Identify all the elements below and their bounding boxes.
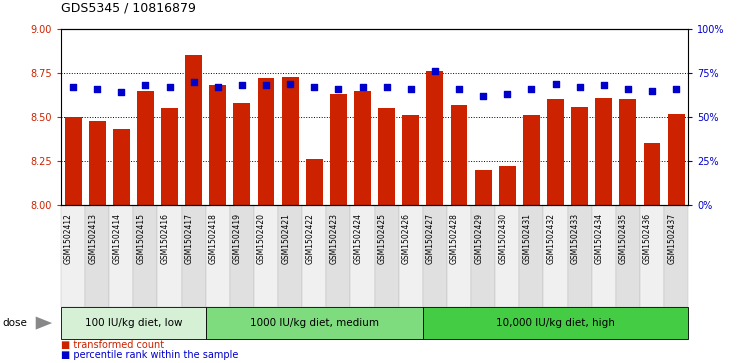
Bar: [620, 99, 636, 205]
Bar: [234, 103, 251, 205]
Text: GSM1502430: GSM1502430: [498, 213, 507, 264]
Text: GSM1502431: GSM1502431: [522, 213, 531, 264]
Text: GSM1502436: GSM1502436: [643, 213, 652, 264]
Text: GSM1502426: GSM1502426: [402, 213, 411, 264]
Point: [139, 82, 151, 88]
Text: GDS5345 / 10816879: GDS5345 / 10816879: [61, 1, 196, 15]
Text: ■ percentile rank within the sample: ■ percentile rank within the sample: [61, 350, 238, 360]
Point: [598, 82, 610, 88]
Bar: [451, 105, 467, 205]
Point: [260, 82, 272, 88]
Bar: [475, 170, 492, 205]
Bar: [426, 71, 443, 205]
Bar: [161, 108, 178, 205]
Text: GSM1502417: GSM1502417: [185, 213, 193, 264]
Point: [429, 68, 441, 74]
Point: [550, 81, 562, 86]
Point: [525, 86, 537, 92]
Point: [646, 88, 658, 94]
Text: GSM1502437: GSM1502437: [667, 213, 676, 264]
Point: [381, 84, 393, 90]
Bar: [595, 98, 612, 205]
Bar: [113, 129, 129, 205]
Bar: [89, 121, 106, 205]
Text: GSM1502423: GSM1502423: [330, 213, 339, 264]
Point: [67, 84, 79, 90]
Text: GSM1502420: GSM1502420: [257, 213, 266, 264]
Point: [284, 81, 296, 86]
Bar: [282, 77, 298, 205]
Point: [212, 84, 224, 90]
Point: [164, 84, 176, 90]
Text: GSM1502429: GSM1502429: [474, 213, 483, 264]
Point: [308, 84, 320, 90]
Bar: [65, 117, 82, 205]
Bar: [330, 94, 347, 205]
Bar: [667, 114, 684, 205]
Text: 100 IU/kg diet, low: 100 IU/kg diet, low: [85, 318, 182, 328]
Point: [574, 84, 586, 90]
Point: [236, 82, 248, 88]
Text: GSM1502433: GSM1502433: [571, 213, 580, 264]
Text: GSM1502421: GSM1502421: [281, 213, 290, 264]
Text: GSM1502435: GSM1502435: [619, 213, 628, 264]
Bar: [257, 78, 275, 205]
Text: ■ transformed count: ■ transformed count: [61, 340, 164, 350]
Bar: [185, 56, 202, 205]
Point: [115, 90, 127, 95]
Point: [453, 86, 465, 92]
Point: [405, 86, 417, 92]
Text: GSM1502412: GSM1502412: [64, 213, 73, 264]
Point: [92, 86, 103, 92]
Bar: [523, 115, 540, 205]
Text: GSM1502424: GSM1502424: [353, 213, 362, 264]
Bar: [306, 159, 323, 205]
Point: [622, 86, 634, 92]
Text: GSM1502434: GSM1502434: [594, 213, 604, 264]
Text: GSM1502418: GSM1502418: [209, 213, 218, 264]
Point: [356, 84, 368, 90]
Bar: [137, 91, 154, 205]
Bar: [644, 143, 661, 205]
Bar: [547, 99, 564, 205]
Point: [187, 79, 199, 85]
Text: GSM1502428: GSM1502428: [450, 213, 459, 264]
Text: GSM1502425: GSM1502425: [378, 213, 387, 264]
Bar: [354, 91, 371, 205]
Text: dose: dose: [2, 318, 27, 328]
Point: [670, 86, 682, 92]
Text: GSM1502416: GSM1502416: [161, 213, 170, 264]
Point: [333, 86, 344, 92]
Text: GSM1502413: GSM1502413: [89, 213, 97, 264]
Bar: [498, 166, 516, 205]
Text: GSM1502427: GSM1502427: [426, 213, 435, 264]
Point: [501, 91, 513, 97]
Bar: [403, 115, 419, 205]
Text: GSM1502422: GSM1502422: [305, 213, 314, 264]
Text: 1000 IU/kg diet, medium: 1000 IU/kg diet, medium: [250, 318, 379, 328]
Bar: [571, 106, 588, 205]
Text: GSM1502419: GSM1502419: [233, 213, 242, 264]
Bar: [378, 108, 395, 205]
Text: 10,000 IU/kg diet, high: 10,000 IU/kg diet, high: [496, 318, 615, 328]
Text: GSM1502414: GSM1502414: [112, 213, 121, 264]
Point: [477, 93, 489, 99]
Text: GSM1502415: GSM1502415: [136, 213, 145, 264]
Bar: [209, 85, 226, 205]
Text: GSM1502432: GSM1502432: [547, 213, 556, 264]
